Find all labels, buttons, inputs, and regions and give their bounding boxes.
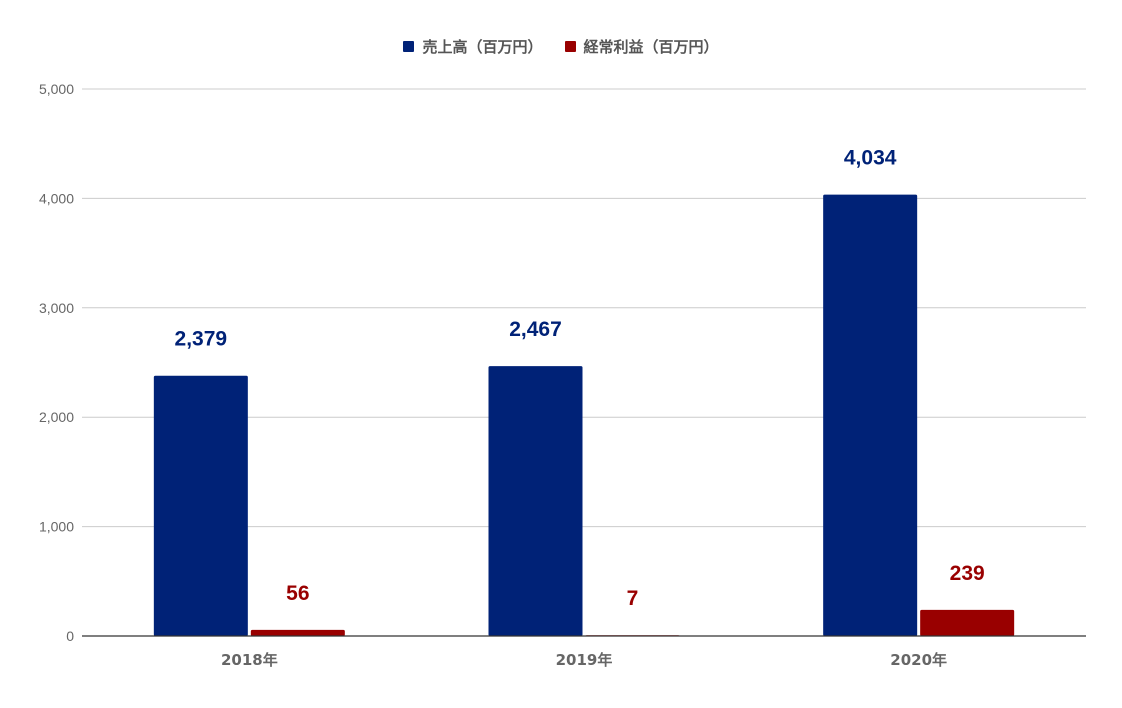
legend-swatch-sales xyxy=(403,41,415,52)
legend-swatch-profit xyxy=(564,41,576,52)
bar-profit-0 xyxy=(250,629,345,636)
legend-label-sales: 売上高（百万円） xyxy=(422,38,543,56)
y-tick-label-1000: 1,000 xyxy=(39,519,74,535)
data-label-profit-1: 7 xyxy=(627,587,639,610)
legend-item-sales: 売上高（百万円） xyxy=(403,36,543,57)
bar-sales-1 xyxy=(488,366,583,636)
data-label-sales-0: 2,379 xyxy=(175,328,228,351)
data-label-sales-2: 4,034 xyxy=(844,147,897,170)
data-label-profit-2: 239 xyxy=(950,562,985,585)
y-tick-label-3000: 3,000 xyxy=(39,300,74,316)
bar-profit-2 xyxy=(920,609,1015,636)
x-tick-label-0: 2018年 xyxy=(221,651,278,669)
y-tick-label-4000: 4,000 xyxy=(39,190,74,206)
bar-sales-2 xyxy=(823,194,918,636)
bar-sales-0 xyxy=(153,375,248,636)
x-tick-label-1: 2019年 xyxy=(556,651,613,669)
data-label-sales-1: 2,467 xyxy=(509,318,562,341)
y-tick-label-0: 0 xyxy=(66,628,74,644)
legend-item-profit: 経常利益（百万円） xyxy=(564,36,719,57)
legend-label-profit: 経常利益（百万円） xyxy=(583,38,719,56)
y-tick-label-2000: 2,000 xyxy=(39,409,74,425)
y-tick-label-5000: 5,000 xyxy=(39,81,74,97)
x-tick-label-2: 2020年 xyxy=(890,651,947,669)
data-label-profit-0: 56 xyxy=(286,582,309,605)
legend: 売上高（百万円） 経常利益（百万円） xyxy=(0,36,1122,57)
